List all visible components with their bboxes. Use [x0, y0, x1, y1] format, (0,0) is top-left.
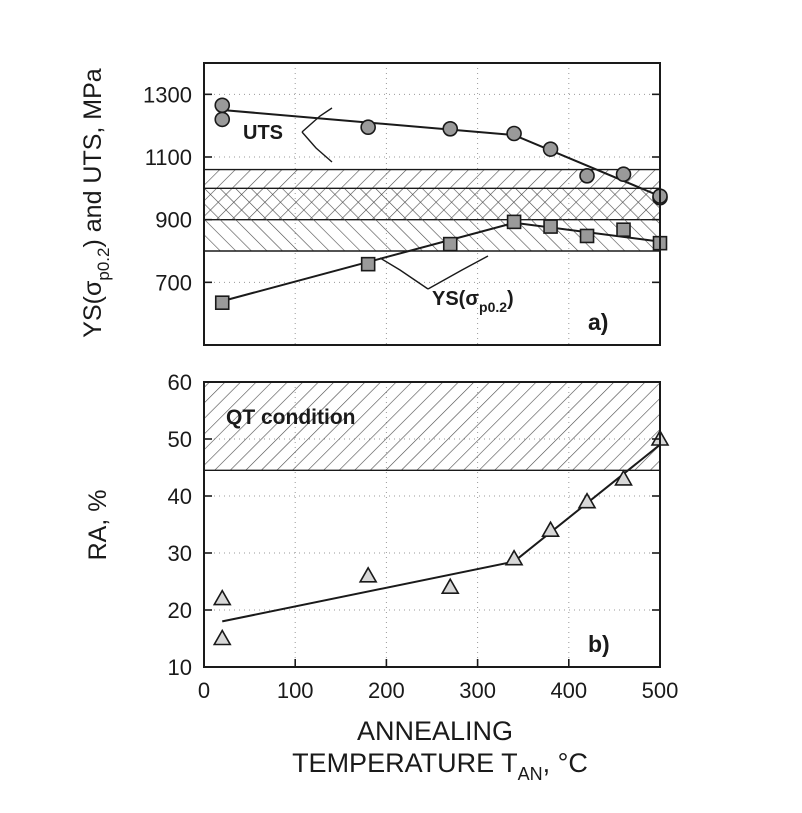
- ys-leader-2: [427, 255, 489, 290]
- uts-label: UTS: [243, 122, 283, 144]
- ra-point: [358, 566, 378, 583]
- panel-b-label: b): [588, 631, 610, 657]
- panel-b: 10 20 30 40 50 60 0 100 200 300 400 500 QT conditi…: [84, 370, 678, 784]
- ys-label-sub: p0.2: [479, 299, 507, 315]
- ys-leader-1: [379, 257, 429, 290]
- y-tick-label: 1300: [143, 82, 192, 107]
- panel-a-yticks: 700 900 1100 1300: [143, 82, 660, 295]
- qt-condition-label: QT condition: [226, 406, 355, 429]
- ys-point: [616, 222, 631, 237]
- ys-point: [506, 214, 522, 230]
- ra-point: [614, 469, 633, 486]
- panel-a-ylabel-main: YS(σ: [79, 280, 107, 338]
- x-tick-label: 0: [198, 678, 210, 703]
- panel-a-label: a): [588, 309, 608, 335]
- uts-point: [579, 168, 595, 184]
- uts-point: [506, 125, 522, 142]
- y-tick-label: 10: [168, 655, 192, 680]
- x-axis-label-line2: TEMPERATURE TAN, °C: [292, 748, 588, 784]
- hatched-band-0: [204, 382, 660, 471]
- ys-point: [360, 256, 376, 272]
- fit-line-0: [222, 443, 660, 623]
- panel-a-ylabel-rest: ) and UTS, MPa: [79, 68, 107, 247]
- ys-label-rest: ): [507, 288, 514, 310]
- panel-b-bands: [204, 382, 660, 472]
- panel-a-markers: [214, 97, 668, 311]
- ys-point: [442, 236, 458, 252]
- ys-point: [214, 295, 230, 311]
- y-tick-label: 60: [168, 370, 192, 395]
- ys-point: [579, 228, 595, 244]
- x-axis-label-sub: AN: [518, 764, 543, 784]
- uts-point: [360, 119, 376, 136]
- x-axis-label-main: TEMPERATURE T: [292, 748, 518, 778]
- y-tick-label: 20: [168, 598, 192, 623]
- uts-point: [214, 97, 231, 114]
- panel-b-yticks: 10 20 30 40 50 60: [168, 370, 660, 680]
- panel-b-ylabel: RA, %: [84, 490, 112, 561]
- y-tick-label: 1100: [145, 145, 192, 170]
- panel-a-frame: [203, 62, 661, 346]
- y-tick-label: 30: [168, 541, 192, 566]
- ys-label: YS(σp0.2): [432, 288, 514, 315]
- ra-point: [440, 577, 460, 595]
- panel-a-ylabel-sub: p0.2: [94, 248, 113, 281]
- uts-point: [442, 121, 459, 137]
- uts-point: [214, 111, 231, 128]
- panel-b-fits: [222, 443, 660, 623]
- x-axis-label-rest: , °C: [543, 748, 588, 778]
- ys-point: [543, 219, 558, 234]
- y-tick-label: 700: [155, 270, 192, 295]
- y-tick-label: 50: [168, 427, 192, 452]
- ra-point: [212, 628, 232, 646]
- y-tick-label: 40: [168, 484, 192, 509]
- ra-point: [212, 588, 232, 606]
- panel-b-frame: [203, 381, 661, 668]
- uts-point: [542, 141, 559, 157]
- panel-b-xticks: 0 100 200 300 400 500: [198, 659, 678, 703]
- ys-label-main: YS(σ: [432, 288, 479, 310]
- x-tick-label: 500: [642, 678, 679, 703]
- uts-leader-1: [301, 107, 333, 133]
- ra-point: [541, 520, 560, 538]
- ra-point: [504, 549, 524, 566]
- x-tick-label: 300: [459, 678, 496, 703]
- uts-leader-2: [301, 131, 333, 163]
- x-tick-label: 400: [550, 678, 587, 703]
- y-tick-label: 900: [155, 208, 192, 233]
- uts-point: [615, 166, 632, 183]
- ra-point: [577, 492, 597, 509]
- panel-a-ylabel: YS(σp0.2) and UTS, MPa: [79, 68, 113, 338]
- x-axis-label-line1: ANNEALING: [357, 716, 513, 746]
- x-tick-label: 200: [368, 678, 405, 703]
- x-tick-label: 100: [277, 678, 314, 703]
